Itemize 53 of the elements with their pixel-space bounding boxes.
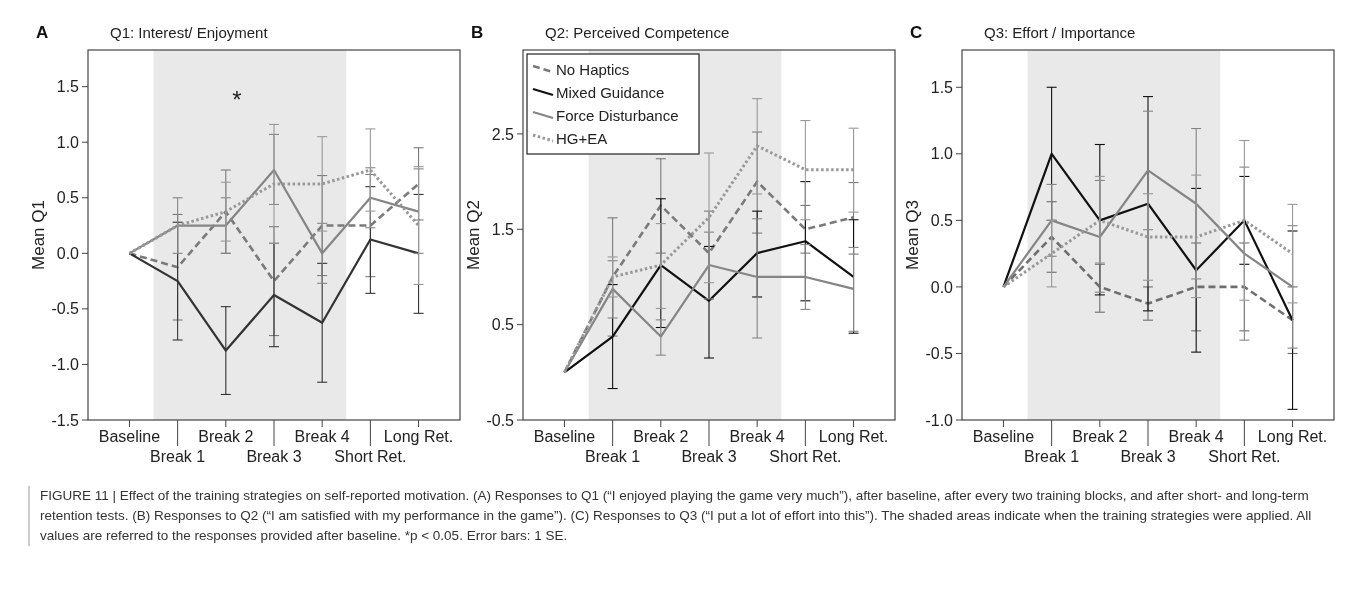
- x-tick-label: Break 4: [294, 428, 350, 445]
- x-tick-label: Break 2: [198, 428, 254, 445]
- y-axis-title: Mean Q1: [29, 200, 48, 270]
- x-tick-label: Long Ret.: [818, 428, 889, 445]
- legend-label: HG+EA: [556, 130, 608, 148]
- x-tick-label: Break 4: [1168, 428, 1224, 445]
- x-tick-label: Break 1: [585, 448, 641, 465]
- y-tick-label: -0.5: [51, 300, 80, 318]
- x-tick-label: Break 4: [729, 428, 785, 445]
- x-tick-label: Break 1: [150, 448, 206, 465]
- x-tick-label: Baseline: [98, 428, 161, 445]
- y-tick-label: 1.0: [56, 133, 80, 151]
- y-tick-label: 1.5: [491, 220, 515, 238]
- legend-label: Mixed Guidance: [556, 84, 665, 102]
- x-tick-label: Break 3: [1120, 448, 1176, 465]
- y-tick-label: 1.0: [930, 145, 954, 163]
- y-tick-label: -0.5: [486, 411, 515, 429]
- y-tick-label: 1.5: [930, 78, 954, 96]
- y-tick-label: -1.0: [925, 411, 954, 429]
- x-tick-label: Break 3: [681, 448, 737, 465]
- y-tick-label: 0.5: [930, 211, 954, 229]
- x-tick-label: Baseline: [533, 428, 596, 445]
- text: A: [36, 23, 49, 42]
- x-tick-label: Break 2: [633, 428, 689, 445]
- x-tick-label: Long Ret.: [383, 428, 454, 445]
- chart-title: Q3: Effort / Importance: [984, 24, 1136, 41]
- annotation: *: [232, 86, 242, 113]
- y-tick-label: -1.5: [51, 411, 80, 429]
- text: C: [910, 23, 923, 42]
- legend-label: No Haptics: [556, 61, 630, 79]
- x-tick-label: Baseline: [972, 428, 1035, 445]
- x-tick-label: Short Ret.: [334, 448, 407, 465]
- x-tick-label: Long Ret.: [1257, 428, 1328, 445]
- y-tick-label: 1.5: [56, 78, 80, 96]
- x-tick-label: Break 1: [1024, 448, 1080, 465]
- chart-title: Q1: Interest/ Enjoyment: [110, 24, 269, 41]
- x-tick-label: Short Ret.: [1208, 448, 1281, 465]
- y-tick-label: -0.5: [925, 345, 954, 363]
- y-axis-title: Mean Q2: [464, 200, 483, 270]
- x-tick-label: Short Ret.: [769, 448, 842, 465]
- y-tick-label: 0.5: [56, 189, 80, 207]
- text: B: [471, 23, 484, 42]
- y-tick-label: -1.0: [51, 356, 80, 374]
- y-tick-label: 2.5: [491, 125, 515, 143]
- legend-label: Force Disturbance: [556, 107, 679, 125]
- y-tick-label: 0.0: [56, 244, 80, 262]
- caption: FIGURE 11 | Effect of the training strategies on self-reported motivation. (A) Responses to Q1 (“I enjoyed playing the game very much”), after baseline, after every two training blocks, and after short- and long-term retention tests. (B) Responses to Q2 (“I am satisfied with my performance in the game”). (C) Responses to Q3 (“I put a lot of effort into this”). The shaded areas indicate when the training strategies were applied. All values are referred to the responses provided after baseline. *p < 0.05. Error bars: 1 SE.: [28, 486, 1340, 546]
- x-tick-label: Break 3: [246, 448, 302, 465]
- x-tick-label: Break 2: [1072, 428, 1128, 445]
- y-axis-title: Mean Q3: [903, 200, 922, 270]
- y-tick-label: 0.5: [491, 316, 515, 334]
- y-tick-label: 0.0: [930, 278, 954, 296]
- chart-title: Q2: Perceived Competence: [545, 24, 730, 41]
